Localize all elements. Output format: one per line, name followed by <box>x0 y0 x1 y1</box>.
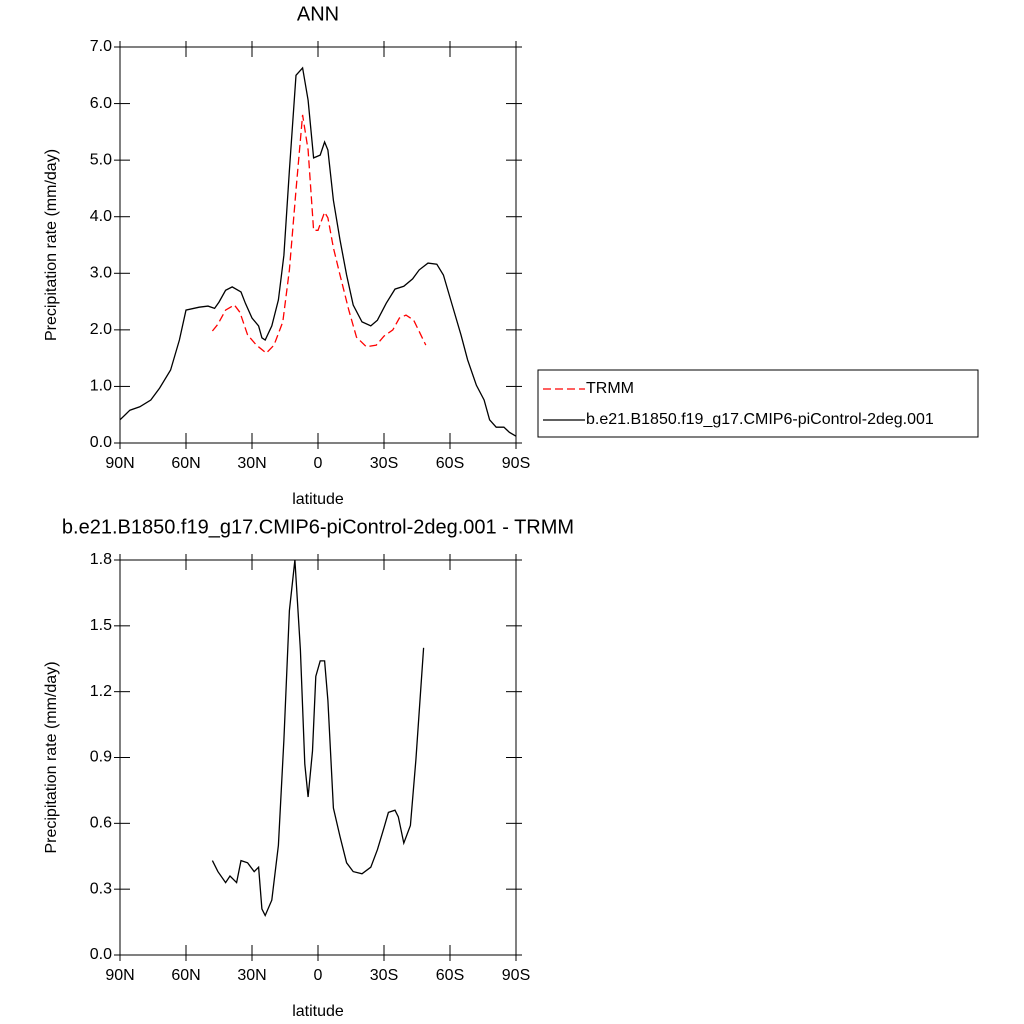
series-line <box>211 114 427 354</box>
y-axis-label: Precipitation rate (mm/day) <box>43 149 60 341</box>
y-tick-label: 1.2 <box>90 683 112 700</box>
x-tick-label: 90S <box>502 967 530 984</box>
y-tick-label: 2.0 <box>90 321 112 338</box>
x-axis-label: latitude <box>292 1003 344 1020</box>
x-axis-label: latitude <box>292 491 344 508</box>
x-tick-label: 90N <box>105 967 134 984</box>
x-tick-label: 60N <box>171 455 200 472</box>
x-tick-label: 0 <box>314 455 323 472</box>
x-tick-label: 90S <box>502 455 530 472</box>
y-tick-label: 1.0 <box>90 378 112 395</box>
series-line <box>211 559 425 918</box>
y-tick-label: 0.3 <box>90 880 112 897</box>
x-tick-label: 30S <box>370 967 398 984</box>
plot-frame <box>119 46 517 444</box>
y-tick-label: 0.0 <box>90 946 112 963</box>
x-tick-label: 30S <box>370 455 398 472</box>
legend-box <box>537 369 979 438</box>
x-tick-label: 30N <box>237 455 266 472</box>
legend-label: b.e21.B1850.f19_g17.CMIP6-piControl-2deg… <box>586 411 934 428</box>
chart-title: ANN <box>297 3 339 25</box>
y-tick-label: 1.8 <box>90 551 112 568</box>
x-tick-label: 60S <box>436 455 464 472</box>
y-tick-label: 0.6 <box>90 815 112 832</box>
x-tick-label: 90N <box>105 455 134 472</box>
y-tick-label: 0.0 <box>90 434 112 451</box>
y-tick-label: 4.0 <box>90 208 112 225</box>
plot-frame <box>119 559 517 956</box>
y-tick-label: 1.5 <box>90 617 112 634</box>
series-line <box>119 66 517 437</box>
legend-label: TRMM <box>586 380 634 397</box>
x-tick-label: 60S <box>436 967 464 984</box>
y-tick-label: 0.9 <box>90 749 112 766</box>
x-tick-label: 0 <box>314 967 323 984</box>
chart-title: b.e21.B1850.f19_g17.CMIP6-piControl-2deg… <box>62 516 574 538</box>
x-tick-label: 60N <box>171 967 200 984</box>
y-tick-label: 6.0 <box>90 95 112 112</box>
y-axis-label: Precipitation rate (mm/day) <box>43 661 60 853</box>
y-tick-label: 7.0 <box>90 38 112 55</box>
y-tick-label: 3.0 <box>90 265 112 282</box>
x-tick-label: 30N <box>237 967 266 984</box>
y-tick-label: 5.0 <box>90 151 112 168</box>
